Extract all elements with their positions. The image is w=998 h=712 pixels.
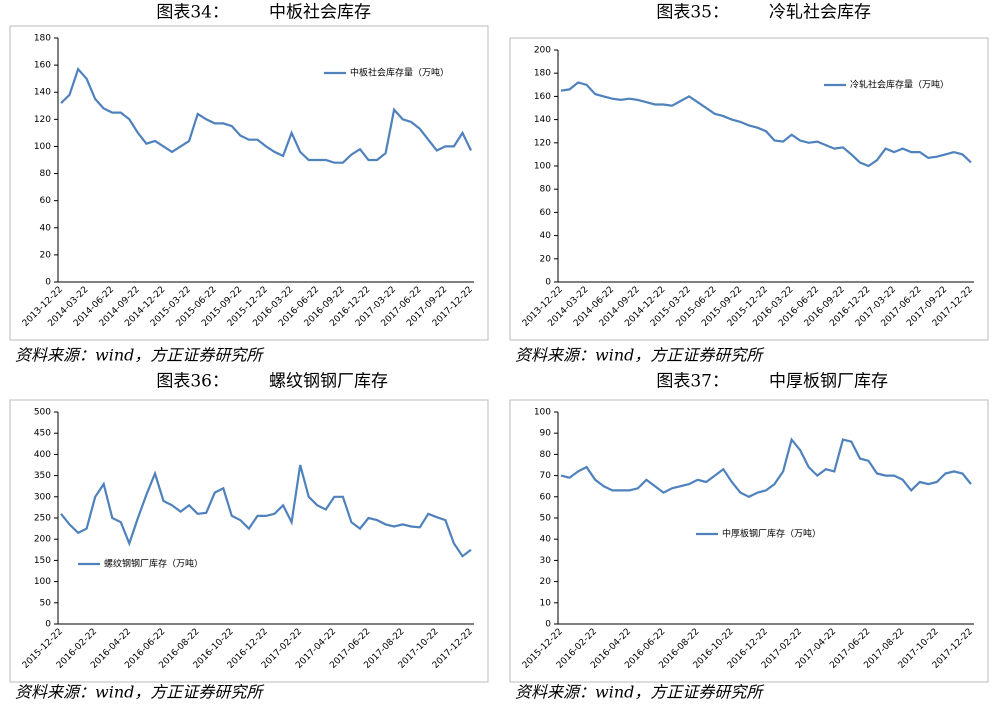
y-tick-label: 80 — [540, 450, 552, 460]
y-tick-label: 0 — [45, 278, 51, 288]
source-note: 资料来源：wind，方正证券研究所 — [515, 346, 765, 365]
y-tick-label: 100 — [34, 142, 51, 152]
source-note: 资料来源：wind，方正证券研究所 — [15, 346, 265, 365]
y-tick-label: 120 — [34, 115, 51, 125]
source-note: 资料来源：wind，方正证券研究所 — [515, 683, 765, 702]
y-tick-label: 40 — [40, 223, 52, 233]
y-tick-label: 300 — [34, 492, 51, 502]
y-tick-label: 40 — [540, 535, 552, 545]
y-tick-label: 40 — [540, 231, 552, 241]
y-tick-label: 180 — [34, 34, 51, 44]
figure-title: 螺纹钢钢厂库存 — [269, 372, 388, 392]
y-tick-label: 200 — [34, 535, 51, 545]
y-tick-label: 100 — [34, 577, 51, 587]
y-tick-label: 20 — [540, 577, 552, 587]
y-tick-label: 60 — [540, 492, 552, 502]
y-tick-label: 500 — [34, 408, 51, 418]
figure-title: 冷轧社会库存 — [769, 3, 871, 23]
y-tick-label: 400 — [34, 450, 51, 460]
y-tick-label: 90 — [540, 429, 552, 439]
figure-label: 图表34： — [156, 3, 229, 23]
y-tick-label: 50 — [40, 598, 52, 608]
legend-label: 螺纹钢钢厂库存（万吨） — [104, 558, 203, 570]
legend-label: 中板社会库存量（万吨） — [350, 67, 449, 79]
figure-label: 图表36： — [156, 372, 229, 392]
data-line — [60, 464, 472, 558]
figure-title: 中厚板钢厂库存 — [769, 372, 888, 392]
y-tick-label: 250 — [34, 514, 51, 524]
y-tick-label: 100 — [534, 162, 551, 172]
y-tick-label: 350 — [34, 471, 51, 481]
y-tick-label: 0 — [45, 620, 51, 630]
y-tick-label: 70 — [540, 471, 552, 481]
chart-frame — [509, 399, 989, 683]
y-tick-label: 100 — [534, 408, 551, 418]
y-tick-label: 140 — [534, 115, 551, 125]
y-tick-label: 180 — [534, 69, 551, 79]
legend-label: 中厚板钢厂库存（万吨） — [722, 528, 821, 540]
y-tick-label: 60 — [540, 208, 552, 218]
data-line — [560, 81, 972, 168]
y-tick-label: 20 — [540, 254, 552, 264]
y-tick-label: 80 — [40, 169, 52, 179]
figure-label: 图表35： — [656, 3, 729, 23]
y-tick-label: 20 — [40, 250, 52, 260]
figure-label: 图表37： — [656, 372, 729, 392]
y-tick-label: 60 — [40, 196, 52, 206]
y-tick-label: 160 — [534, 92, 551, 102]
chart-frame — [509, 37, 989, 341]
y-tick-label: 450 — [34, 429, 51, 439]
source-note: 资料来源：wind，方正证券研究所 — [15, 683, 265, 702]
y-tick-label: 10 — [540, 598, 552, 608]
y-tick-label: 0 — [545, 620, 551, 630]
y-tick-label: 50 — [540, 514, 552, 524]
y-tick-label: 80 — [540, 185, 552, 195]
chart-frame — [9, 399, 489, 683]
chart-frame — [9, 25, 489, 341]
y-tick-label: 160 — [34, 61, 51, 71]
y-tick-label: 150 — [34, 556, 51, 566]
data-line — [560, 437, 972, 499]
y-tick-label: 30 — [540, 556, 552, 566]
data-line — [60, 67, 472, 164]
y-tick-label: 140 — [34, 88, 51, 98]
y-tick-label: 120 — [534, 138, 551, 148]
y-tick-label: 0 — [545, 278, 551, 288]
figure-title: 中板社会库存 — [269, 3, 371, 23]
legend-label: 冷轧社会库存量（万吨） — [850, 79, 949, 91]
y-tick-label: 200 — [534, 46, 551, 56]
